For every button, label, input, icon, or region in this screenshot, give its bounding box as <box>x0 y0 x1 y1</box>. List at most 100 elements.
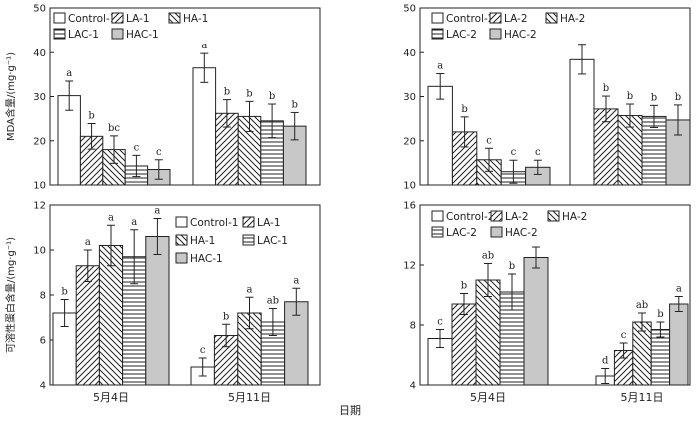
legend-background <box>429 10 594 44</box>
legend-label: LA-1 <box>126 13 150 25</box>
legend-label: HA-2 <box>562 211 587 223</box>
legend-swatch <box>490 226 503 238</box>
significance-label: ab <box>267 296 279 307</box>
legend-swatch <box>111 12 124 24</box>
significance-label: b <box>509 261 515 272</box>
y-axis-label: MDA含量/(mg·g⁻¹) <box>4 52 17 141</box>
significance-label: a <box>676 284 682 295</box>
legend-label: LA-1 <box>257 217 281 229</box>
x-category-label: 5月4日 <box>470 391 506 404</box>
legend-swatch <box>431 210 444 222</box>
y-tick-label: 6 <box>40 336 46 347</box>
chart-protein-1: 4 6 8 10 12 可溶性蛋白含量/(mg·g⁻¹) b a a a a 5月4日 c b a ab a 5月… <box>4 201 321 404</box>
legend-swatch <box>242 234 255 246</box>
chart-mda-1: 10 20 30 40 50 MDA含量/(mg·g⁻¹) a b bc c c a b b b b Contr… <box>4 4 321 192</box>
legend-label: LAC-2 <box>446 227 477 239</box>
legend-label: LA-2 <box>505 211 529 223</box>
legend-swatch <box>431 12 444 24</box>
y-tick-label: 50 <box>403 4 416 15</box>
chart-mda-2: 1020304050abcccabbbbControl-2LA-2HA-2LAC… <box>403 4 691 192</box>
bar-LAC-2-1 <box>650 329 671 386</box>
legend: Control-2 LA-2 HA-2 LAC-2 HAC-2 <box>429 208 596 242</box>
significance-label: c <box>437 317 443 328</box>
y-tick-label: 10 <box>403 181 416 192</box>
significance-label: b <box>657 309 663 320</box>
bar-LA-1-0 <box>75 265 100 386</box>
y-tick-label: 12 <box>403 261 416 272</box>
significance-label: b <box>88 110 94 121</box>
plot-frame <box>419 204 691 386</box>
y-tick-label: 8 <box>410 321 416 332</box>
significance-label: b <box>269 91 275 102</box>
significance-label: a <box>293 275 299 286</box>
legend: Control-1 LA-1 HA-1 LAC-1 HAC-1 <box>51 10 217 44</box>
legend-label: Control-1 <box>190 217 238 229</box>
significance-label: a <box>154 206 160 217</box>
x-category-label: 5月11日 <box>621 391 664 404</box>
significance-label: b <box>223 311 229 322</box>
significance-label: c <box>134 142 140 153</box>
bar-Control-2-1 <box>569 58 595 186</box>
legend-swatch <box>490 210 503 222</box>
legend: Control-1 LA-1 HA-1 LAC-1 HAC-1 <box>173 214 302 270</box>
bar-Control-2-0 <box>427 85 453 186</box>
legend-swatch <box>168 12 181 24</box>
y-tick-label: 10 <box>33 181 46 192</box>
y-tick-label: 40 <box>33 48 46 59</box>
bar-LAC-2-0 <box>499 291 525 386</box>
y-tick-label: 30 <box>33 92 46 103</box>
significance-label: a <box>108 212 114 223</box>
y-axis-label: 可溶性蛋白含量/(mg·g⁻¹) <box>4 237 17 353</box>
x-category-label: 5月4日 <box>93 391 129 404</box>
legend-label: HA-1 <box>183 13 208 25</box>
legend-swatch <box>489 12 502 24</box>
significance-label: c <box>511 147 517 158</box>
y-tick-label: 10 <box>33 246 46 257</box>
significance-label: bc <box>108 123 120 134</box>
legend-label: LAC-2 <box>446 29 477 41</box>
legend-swatch <box>175 234 188 246</box>
legend-label: Control-2 <box>446 13 494 25</box>
y-tick-label: 12 <box>33 201 46 212</box>
significance-label: a <box>131 217 137 228</box>
significance-label: b <box>675 92 681 103</box>
y-tick-label: 8 <box>40 291 46 302</box>
significance-label: c <box>486 135 492 146</box>
significance-label: a <box>85 237 91 248</box>
significance-label: ab <box>636 300 648 311</box>
bar-LA-2-0 <box>451 303 477 386</box>
legend-swatch <box>242 216 255 228</box>
significance-label: b <box>291 99 297 110</box>
legend-background <box>51 10 217 44</box>
legend-label: HAC-1 <box>126 29 159 41</box>
significance-label: a <box>201 40 207 51</box>
y-tick-label: 20 <box>33 136 46 147</box>
significance-label: b <box>627 91 633 102</box>
bar-HAC-1-0 <box>145 236 170 386</box>
legend-background <box>429 208 596 242</box>
significance-label: ab <box>482 251 494 262</box>
legend-swatch <box>175 252 188 264</box>
significance-label: a <box>247 284 253 295</box>
legend-swatch <box>489 28 502 40</box>
significance-label: c <box>200 345 206 356</box>
significance-label: b <box>461 104 467 115</box>
significance-label: a <box>437 60 443 71</box>
y-tick-label: 50 <box>33 4 46 15</box>
significance-label: b <box>603 83 609 94</box>
significance-label: b <box>224 87 230 98</box>
legend-label: Control-1 <box>68 13 116 25</box>
y-tick-label: 4 <box>40 381 46 392</box>
bar-HAC-2-0 <box>523 257 549 386</box>
significance-label: c <box>156 147 162 158</box>
legend-label: HAC-2 <box>505 227 538 239</box>
legend-label: LA-2 <box>504 13 528 25</box>
y-tick-label: 4 <box>410 381 416 392</box>
significance-label: b <box>246 88 252 99</box>
chart-protein-2: 481216cbabba5月4日dcabba5月11日Control-2LA-2… <box>403 201 691 404</box>
significance-label: c <box>535 147 541 158</box>
significance-label: d <box>602 356 609 367</box>
legend-label: LAC-1 <box>257 235 288 247</box>
legend-swatch <box>53 28 66 40</box>
